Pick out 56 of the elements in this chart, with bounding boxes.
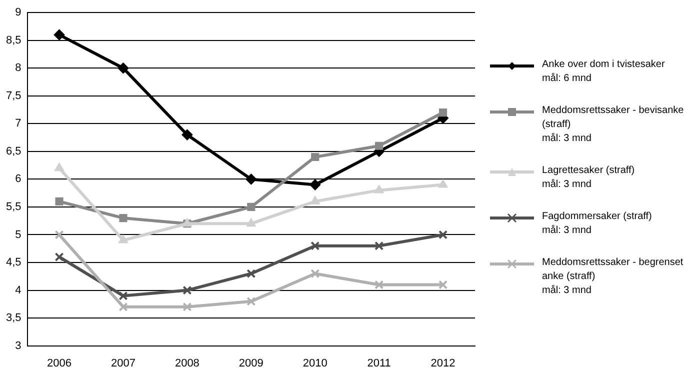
y-tick-label: 3,5	[6, 312, 22, 324]
y-tick-label: 8	[15, 62, 22, 74]
x-tick-label: 2008	[174, 357, 200, 370]
legend-label: Anke over dom i tvistesaker mål: 6 mnd	[542, 58, 665, 86]
point	[118, 234, 128, 244]
point	[310, 269, 320, 278]
y-tick-label: 7,5	[6, 90, 22, 102]
point	[182, 129, 193, 140]
x-tick-label: 2011	[367, 357, 391, 370]
x-tick-label: 2012	[430, 357, 456, 370]
point	[118, 62, 129, 74]
point	[118, 302, 128, 312]
legend-label: Lagrettesaker (straff) mål: 3 mnd	[542, 164, 635, 192]
point	[375, 142, 384, 150]
point	[54, 230, 64, 240]
point	[182, 302, 192, 312]
point	[246, 296, 256, 306]
point	[310, 241, 320, 250]
point	[374, 241, 384, 250]
y-tick-label: 4,5	[6, 256, 22, 269]
x-tick-label: 2006	[47, 357, 72, 370]
x-tick-label: 2009	[238, 357, 264, 370]
y-tick-label: 3	[15, 340, 22, 352]
point	[438, 280, 448, 290]
point	[310, 179, 321, 190]
y-tick-label: 9	[15, 6, 22, 19]
y-tick-label: 6,5	[6, 145, 22, 158]
y-tick-label: 7	[15, 118, 22, 130]
y-tick-label: 6	[15, 173, 22, 186]
legend-label: Meddomsrettssaker - begrenset anke (straff) mål: 3 mnd	[542, 256, 684, 298]
point	[438, 108, 448, 117]
y-tick-label: 8,5	[6, 34, 22, 46]
legend-label: Meddomsrettssaker - bevisanke (straff) mål: 3 mnd	[542, 104, 684, 146]
y-tick-label: 5	[15, 228, 22, 241]
point	[374, 184, 384, 194]
legend-label: Fagdommersaker (straff) mål: 3 mnd	[542, 210, 652, 238]
x-tick-label: 2007	[110, 357, 136, 370]
point	[246, 218, 256, 227]
point	[119, 214, 128, 222]
point	[310, 196, 320, 204]
y-tick-label: 4	[15, 284, 22, 296]
point	[247, 202, 256, 211]
point	[118, 291, 128, 300]
point	[438, 230, 448, 240]
point	[374, 280, 384, 290]
point	[54, 162, 64, 172]
point	[54, 252, 64, 262]
y-tick-label: 5,5	[6, 201, 22, 213]
point	[438, 179, 448, 188]
point	[54, 29, 65, 40]
point	[55, 197, 64, 206]
point	[246, 269, 256, 278]
x-tick-label: 2010	[302, 357, 328, 370]
point	[182, 286, 192, 295]
point	[311, 152, 320, 162]
point	[246, 174, 257, 185]
